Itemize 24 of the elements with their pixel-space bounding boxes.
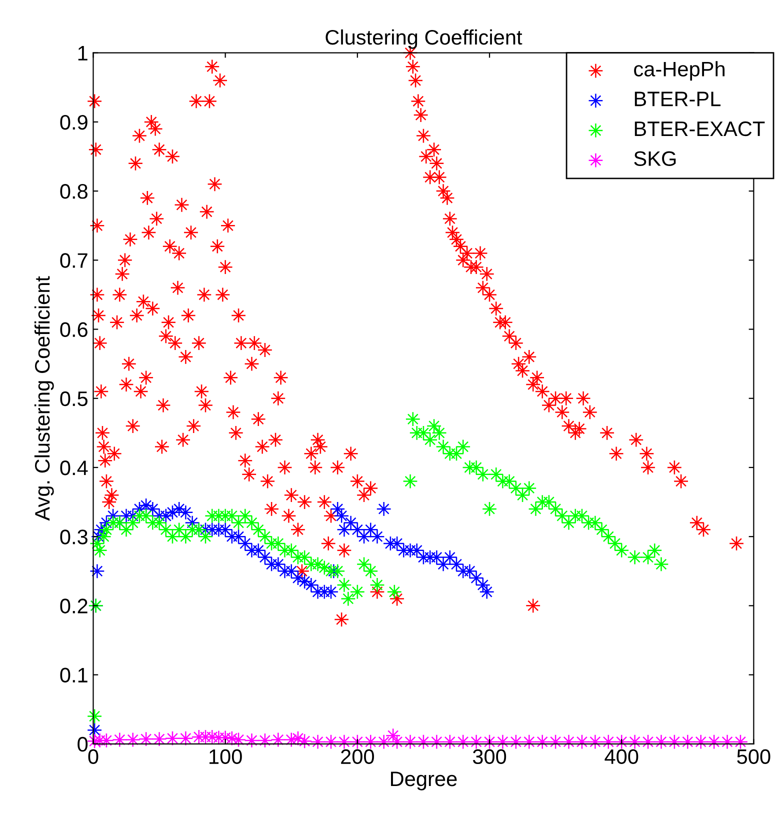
y-tick-label: 0.4 <box>60 460 88 476</box>
y-tick-label: 0.9 <box>60 114 88 130</box>
legend-label: BTER-EXACT <box>634 121 765 136</box>
x-tick-label: 100 <box>210 749 242 764</box>
y-tick-label: 1 <box>78 46 88 60</box>
legend-label: BTER-PL <box>634 92 720 106</box>
y-tick-label: 0.5 <box>60 391 88 406</box>
y-tick-label: 0.8 <box>60 184 88 199</box>
y-tick-label: 0 <box>78 736 88 752</box>
x-tick-label: 200 <box>341 749 374 764</box>
x-axis-title: Degree <box>391 772 457 790</box>
y-tick-label: 0.6 <box>60 322 88 338</box>
legend-label: SKG <box>634 151 676 166</box>
y-tick-label: 0.1 <box>60 668 88 683</box>
x-tick-label: 0 <box>88 749 98 764</box>
x-tick-label: 300 <box>472 749 506 764</box>
y-tick-label: 0.2 <box>60 598 88 614</box>
x-tick-label: 400 <box>604 749 638 764</box>
legend-label: ca-HepPh <box>634 61 724 81</box>
y-tick-label: 0.3 <box>60 530 88 544</box>
y-axis-title: Avg. Clustering Coefficient <box>34 276 54 521</box>
x-tick-label: 500 <box>737 749 770 764</box>
y-tick-label: 0.7 <box>60 253 88 268</box>
chart-title: Clustering Coefficient <box>326 29 522 49</box>
